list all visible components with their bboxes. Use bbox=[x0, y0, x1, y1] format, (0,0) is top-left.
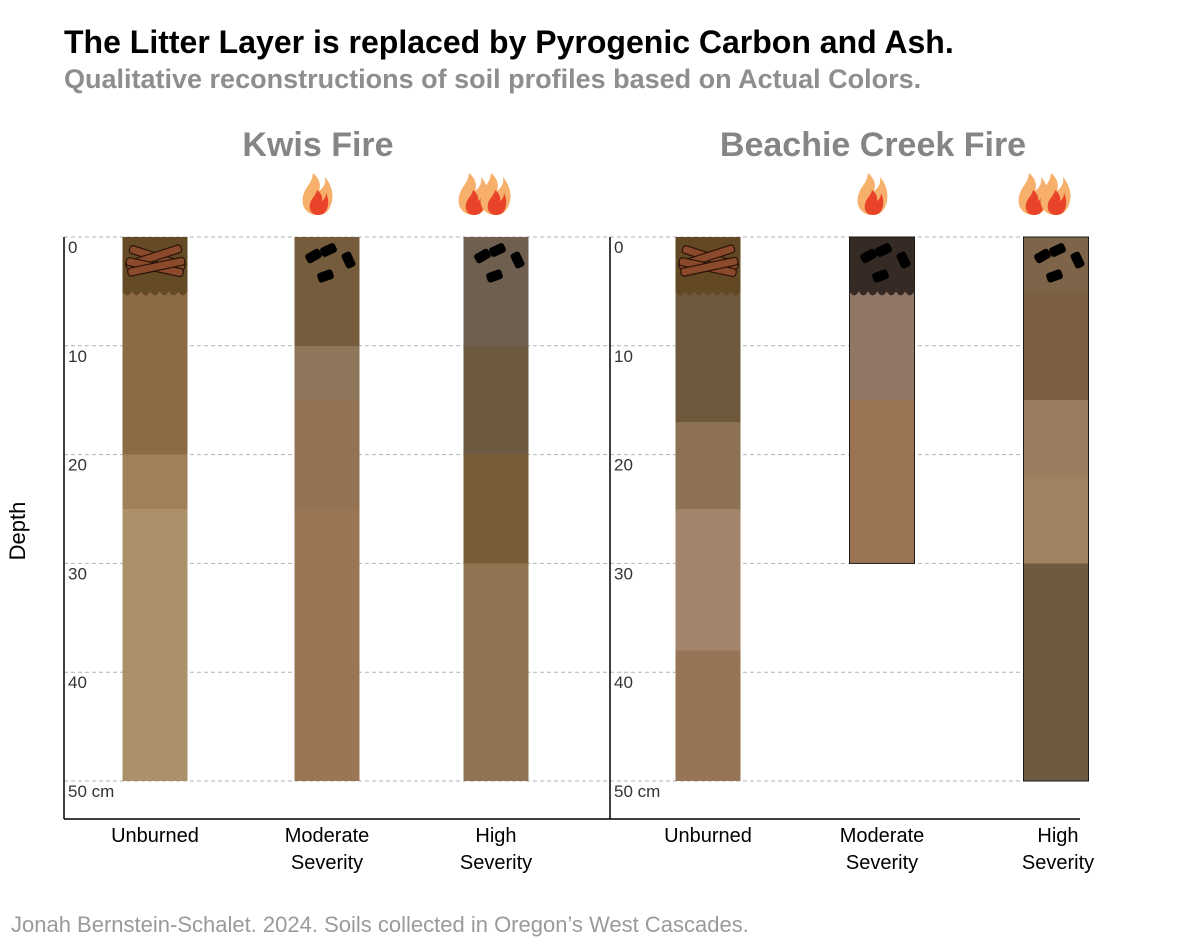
soil-profile-bar bbox=[463, 237, 529, 781]
x-category-label: High bbox=[475, 825, 516, 847]
char-piece bbox=[510, 251, 525, 269]
flame-inner bbox=[465, 190, 485, 215]
x-category-label: Severity bbox=[460, 852, 532, 874]
char-piece bbox=[320, 243, 337, 257]
char-icon bbox=[474, 243, 525, 283]
char-piece bbox=[489, 243, 506, 257]
y-tick-label: 20 bbox=[614, 456, 633, 475]
char-piece bbox=[474, 248, 491, 264]
litter-layer-edge bbox=[675, 281, 741, 296]
soil-profile-bar bbox=[675, 237, 741, 781]
source-caption: Jonah Bernstein-Schalet. 2024. Soils col… bbox=[11, 912, 749, 937]
y-tick-label: 50 cm bbox=[68, 782, 114, 801]
y-tick-label: 10 bbox=[68, 347, 87, 366]
y-tick-label: 40 bbox=[614, 673, 633, 692]
flame-icon bbox=[1040, 173, 1071, 215]
flame-icon bbox=[480, 173, 511, 215]
y-tick-label: 20 bbox=[68, 456, 87, 475]
litter-stick bbox=[127, 256, 186, 277]
char-piece bbox=[860, 248, 877, 264]
y-tick-label: 0 bbox=[614, 238, 623, 257]
char-piece bbox=[341, 251, 356, 269]
litter-layer-edge bbox=[122, 281, 188, 296]
char-piece bbox=[305, 248, 322, 264]
flame-inner bbox=[1025, 190, 1045, 215]
y-tick-label: 50 cm bbox=[614, 782, 660, 801]
flame-icon bbox=[302, 173, 333, 215]
x-category-label: Unburned bbox=[111, 825, 199, 847]
litter-icon bbox=[677, 244, 739, 278]
flame-inner bbox=[487, 190, 507, 215]
x-category-label: Unburned bbox=[664, 825, 752, 847]
char-piece bbox=[896, 251, 911, 269]
chart-title: The Litter Layer is replaced by Pyrogeni… bbox=[64, 24, 954, 60]
x-category-label: Severity bbox=[291, 852, 363, 874]
char-piece bbox=[1034, 248, 1051, 264]
flame-icon bbox=[458, 173, 489, 215]
x-category-label: Moderate bbox=[840, 825, 925, 847]
flame-icon bbox=[1018, 173, 1049, 215]
soil-profile-bar bbox=[1023, 236, 1089, 782]
char-piece bbox=[1049, 243, 1066, 257]
x-category-label: Moderate bbox=[285, 825, 370, 847]
flame-icon bbox=[857, 173, 888, 215]
char-piece bbox=[1070, 251, 1085, 269]
chart-subtitle: Qualitative reconstructions of soil prof… bbox=[64, 64, 922, 94]
char-piece bbox=[872, 269, 889, 283]
litter-icon bbox=[124, 244, 186, 278]
char-piece bbox=[875, 243, 892, 257]
soil-profile-bar bbox=[294, 237, 360, 781]
panel-title-beachie-creek: Beachie Creek Fire bbox=[719, 126, 1027, 164]
char-piece bbox=[1046, 269, 1063, 283]
y-tick-label: 10 bbox=[614, 347, 633, 366]
char-piece bbox=[317, 269, 334, 283]
x-category-label: Severity bbox=[846, 852, 918, 874]
y-tick-label: 0 bbox=[68, 238, 77, 257]
char-icon bbox=[1034, 243, 1085, 283]
flame-inner bbox=[864, 190, 884, 215]
y-tick-label: 30 bbox=[68, 564, 87, 583]
x-category-label: High bbox=[1037, 825, 1078, 847]
litter-stick bbox=[680, 256, 739, 277]
flame-inner bbox=[1047, 190, 1067, 215]
char-piece bbox=[486, 269, 503, 283]
char-icon bbox=[305, 243, 356, 283]
y-tick-label: 40 bbox=[68, 673, 87, 692]
ash-layer-edge bbox=[849, 281, 915, 296]
soil-profile-bar bbox=[122, 237, 188, 781]
char-icon bbox=[860, 243, 911, 283]
panel-title-kwis: Kwis Fire bbox=[242, 126, 394, 164]
x-category-label: Severity bbox=[1022, 852, 1094, 874]
flame-inner bbox=[309, 190, 329, 215]
y-tick-label: 30 bbox=[614, 564, 633, 583]
